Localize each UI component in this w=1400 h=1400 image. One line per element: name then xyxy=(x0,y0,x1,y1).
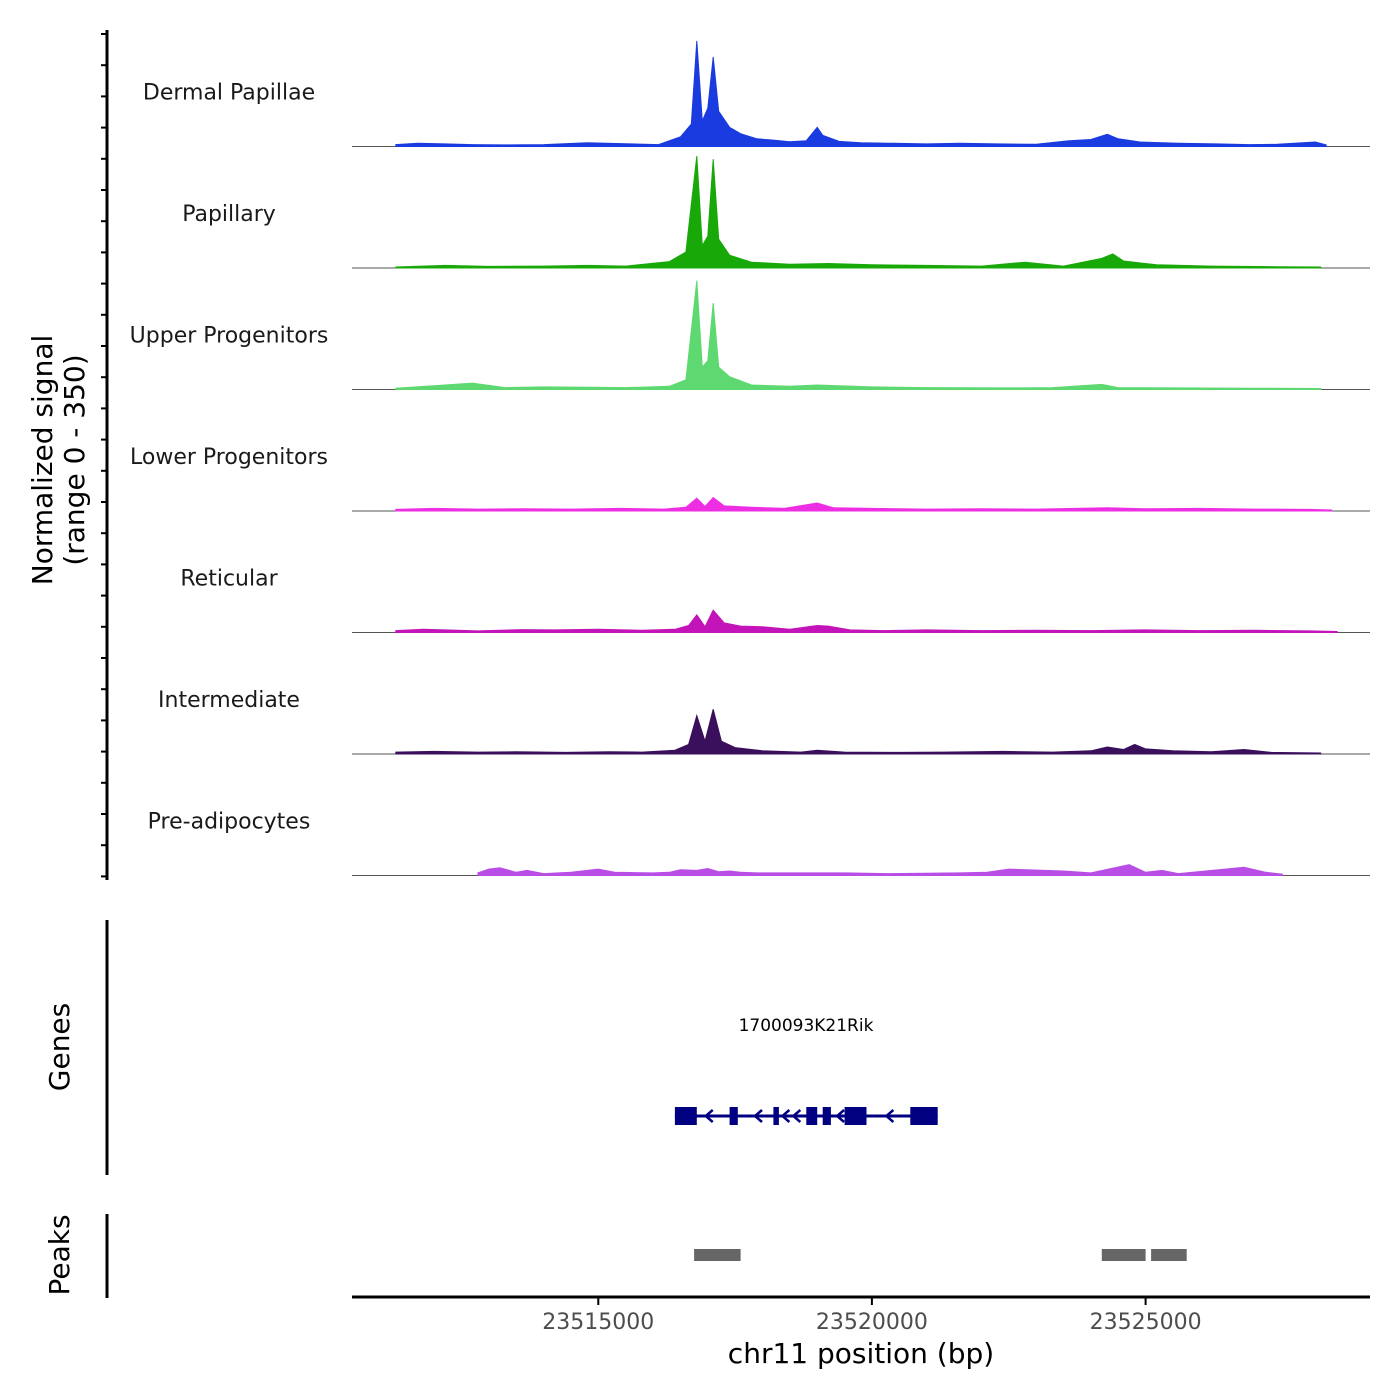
x-tick-label: 23520000 xyxy=(816,1310,928,1335)
track-intermediate: Intermediate xyxy=(158,688,1370,755)
strand-arrow xyxy=(780,1109,791,1123)
gene-model xyxy=(674,1107,938,1125)
x-tick-label: 23525000 xyxy=(1090,1310,1202,1335)
track-papillary: Papillary xyxy=(182,155,1370,269)
gene-name-label: 1700093K21Rik xyxy=(739,1016,874,1036)
peak-region xyxy=(1101,1249,1146,1261)
gene-exon xyxy=(822,1107,831,1125)
signal-area-pre-adipocytes xyxy=(477,864,1283,876)
gene-exon xyxy=(729,1107,738,1125)
track-lower-progenitors: Lower Progenitors xyxy=(130,445,1370,512)
track-label-upper-progenitors: Upper Progenitors xyxy=(130,324,329,349)
x-tick-label: 23515000 xyxy=(542,1310,654,1335)
peak-region xyxy=(694,1249,741,1261)
x-axis-title: chr11 position (bp) xyxy=(728,1337,994,1370)
peaks-panel-title: Peaks xyxy=(43,1214,76,1295)
y-axis-title-line2: (range 0 - 350) xyxy=(58,354,91,565)
signal-area-papillary xyxy=(395,155,1322,269)
track-dermal-papillae: Dermal Papillae xyxy=(143,40,1370,147)
track-label-reticular: Reticular xyxy=(180,567,278,592)
signal-area-reticular xyxy=(395,609,1338,633)
strand-arrow xyxy=(884,1109,895,1123)
strand-arrow xyxy=(791,1109,802,1123)
gene-exon xyxy=(674,1107,697,1125)
y-axis-title-line1: Normalized signal xyxy=(26,335,59,586)
track-label-dermal-papillae: Dermal Papillae xyxy=(143,81,315,106)
track-label-pre-adipocytes: Pre-adipocytes xyxy=(148,810,311,835)
strand-arrow xyxy=(703,1109,714,1123)
gene-exon xyxy=(844,1107,867,1125)
track-upper-progenitors: Upper Progenitors xyxy=(130,280,1370,390)
gene-exon xyxy=(773,1107,779,1125)
strand-arrow xyxy=(835,1109,845,1123)
coverage-tracks: Dermal Papillae Papillary Upper Progenitor… xyxy=(130,40,1370,876)
signal-area-lower-progenitors xyxy=(395,496,1333,512)
signal-axis xyxy=(101,30,109,880)
strand-arrow xyxy=(753,1109,763,1123)
track-label-lower-progenitors: Lower Progenitors xyxy=(130,445,328,470)
peak-regions xyxy=(694,1249,1187,1261)
peak-region xyxy=(1151,1249,1187,1261)
signal-area-intermediate xyxy=(395,709,1322,755)
track-pre-adipocytes: Pre-adipocytes xyxy=(148,810,1370,876)
signal-area-dermal-papillae xyxy=(395,40,1327,147)
track-label-papillary: Papillary xyxy=(182,202,276,227)
gene-exon xyxy=(910,1107,938,1125)
genes-panel-title: Genes xyxy=(43,1003,76,1091)
gene-exon xyxy=(806,1107,818,1125)
signal-area-upper-progenitors xyxy=(395,280,1322,390)
x-axis-ticks: 23515000 23520000 23525000 xyxy=(542,1297,1202,1335)
track-reticular: Reticular xyxy=(180,567,1370,633)
track-label-intermediate: Intermediate xyxy=(158,688,300,713)
